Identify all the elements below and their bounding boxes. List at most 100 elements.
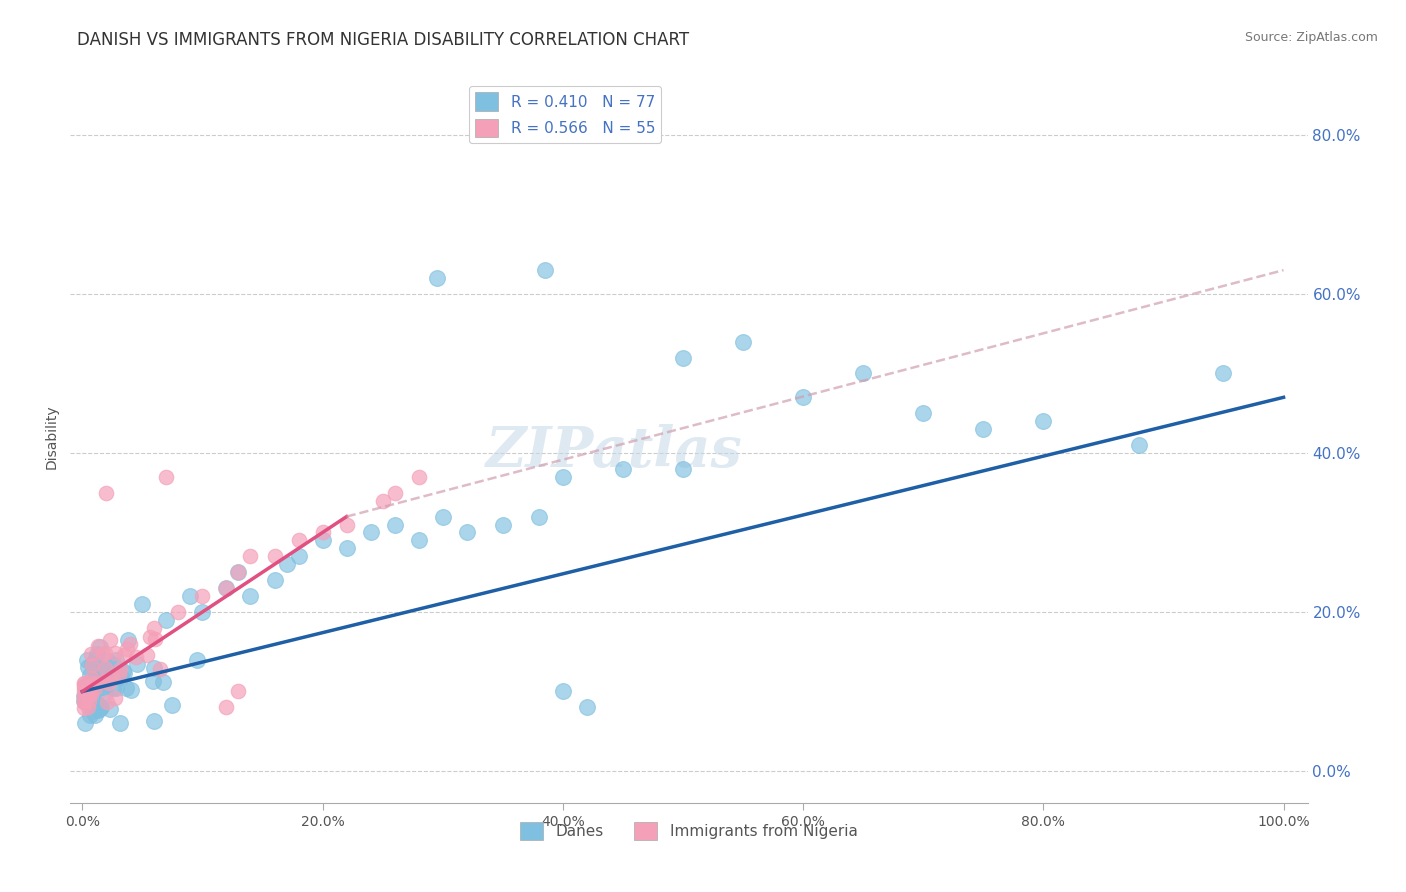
Point [72,690,94,704]
Point [89,640,111,655]
Point [72,695,94,709]
Point [104,646,127,660]
Point [456,525,478,540]
Point [527,509,550,524]
Point [98,675,121,690]
Point [80,658,103,673]
Point [72,680,94,694]
Point [239,549,262,564]
Point [432,509,454,524]
Point [191,605,214,619]
Point [94,646,117,660]
Point [852,367,875,381]
Point [1212,367,1234,381]
Y-axis label: Disability: Disability [45,405,59,469]
Point [360,525,382,540]
Point [155,470,177,484]
Point [91,647,114,661]
Point [87,665,110,680]
Point [77,690,100,704]
Point [93,674,115,689]
Point [228,684,250,698]
Point [115,681,138,695]
Point [287,549,309,564]
Point [79,647,101,661]
Point [101,671,124,685]
Point [912,406,935,420]
Point [73,689,96,703]
Point [86,647,108,661]
Point [87,678,110,692]
Point [90,666,112,681]
Point [90,700,112,714]
Point [112,665,135,680]
Point [149,662,172,676]
Point [98,633,121,648]
Point [143,621,166,635]
Point [84,707,107,722]
Point [72,694,94,708]
Point [93,661,115,675]
Point [87,702,110,716]
Point [1032,414,1054,428]
Point [135,648,157,662]
Point [117,632,139,647]
Point [89,701,111,715]
Point [336,541,359,556]
Point [96,695,118,709]
Point [239,589,262,603]
Point [79,707,101,722]
Point [77,699,100,714]
Point [263,573,285,587]
Point [98,701,121,715]
Point [215,700,238,714]
Point [575,700,598,714]
Point [215,581,238,595]
Point [110,716,132,731]
Point [120,637,142,651]
Point [79,668,101,682]
Point [551,470,574,484]
Point [80,687,103,701]
Point [162,698,184,712]
Point [179,589,201,603]
Point [87,703,110,717]
Text: ZIPatlas: ZIPatlas [486,425,744,479]
Point [120,683,142,698]
Point [408,470,430,484]
Point [111,664,134,678]
Point [426,271,449,285]
Point [80,657,103,671]
Point [94,673,117,688]
Text: Source: ZipAtlas.com: Source: ZipAtlas.com [1244,31,1378,45]
Point [107,667,129,681]
Point [672,462,695,476]
Point [73,716,96,731]
Point [72,701,94,715]
Point [125,650,148,665]
Text: DANISH VS IMMIGRANTS FROM NIGERIA DISABILITY CORRELATION CHART: DANISH VS IMMIGRANTS FROM NIGERIA DISABI… [77,31,689,49]
Point [91,665,114,680]
Point [276,558,298,572]
Point [792,390,814,404]
Point [371,493,394,508]
Point [138,630,160,644]
Point [311,525,333,540]
Point [73,680,96,694]
Point [72,677,94,691]
Point [101,681,124,696]
Point [228,566,250,580]
Point [104,691,127,706]
Point [408,533,430,548]
Point [152,675,174,690]
Point [82,704,104,718]
Point [89,675,111,690]
Point [77,693,100,707]
Point [103,658,125,673]
Point [91,680,114,694]
Point [131,597,153,611]
Point [82,671,104,685]
Point [1128,438,1150,452]
Point [93,686,115,700]
Legend: Danes, Immigrants from Nigeria: Danes, Immigrants from Nigeria [515,815,863,847]
